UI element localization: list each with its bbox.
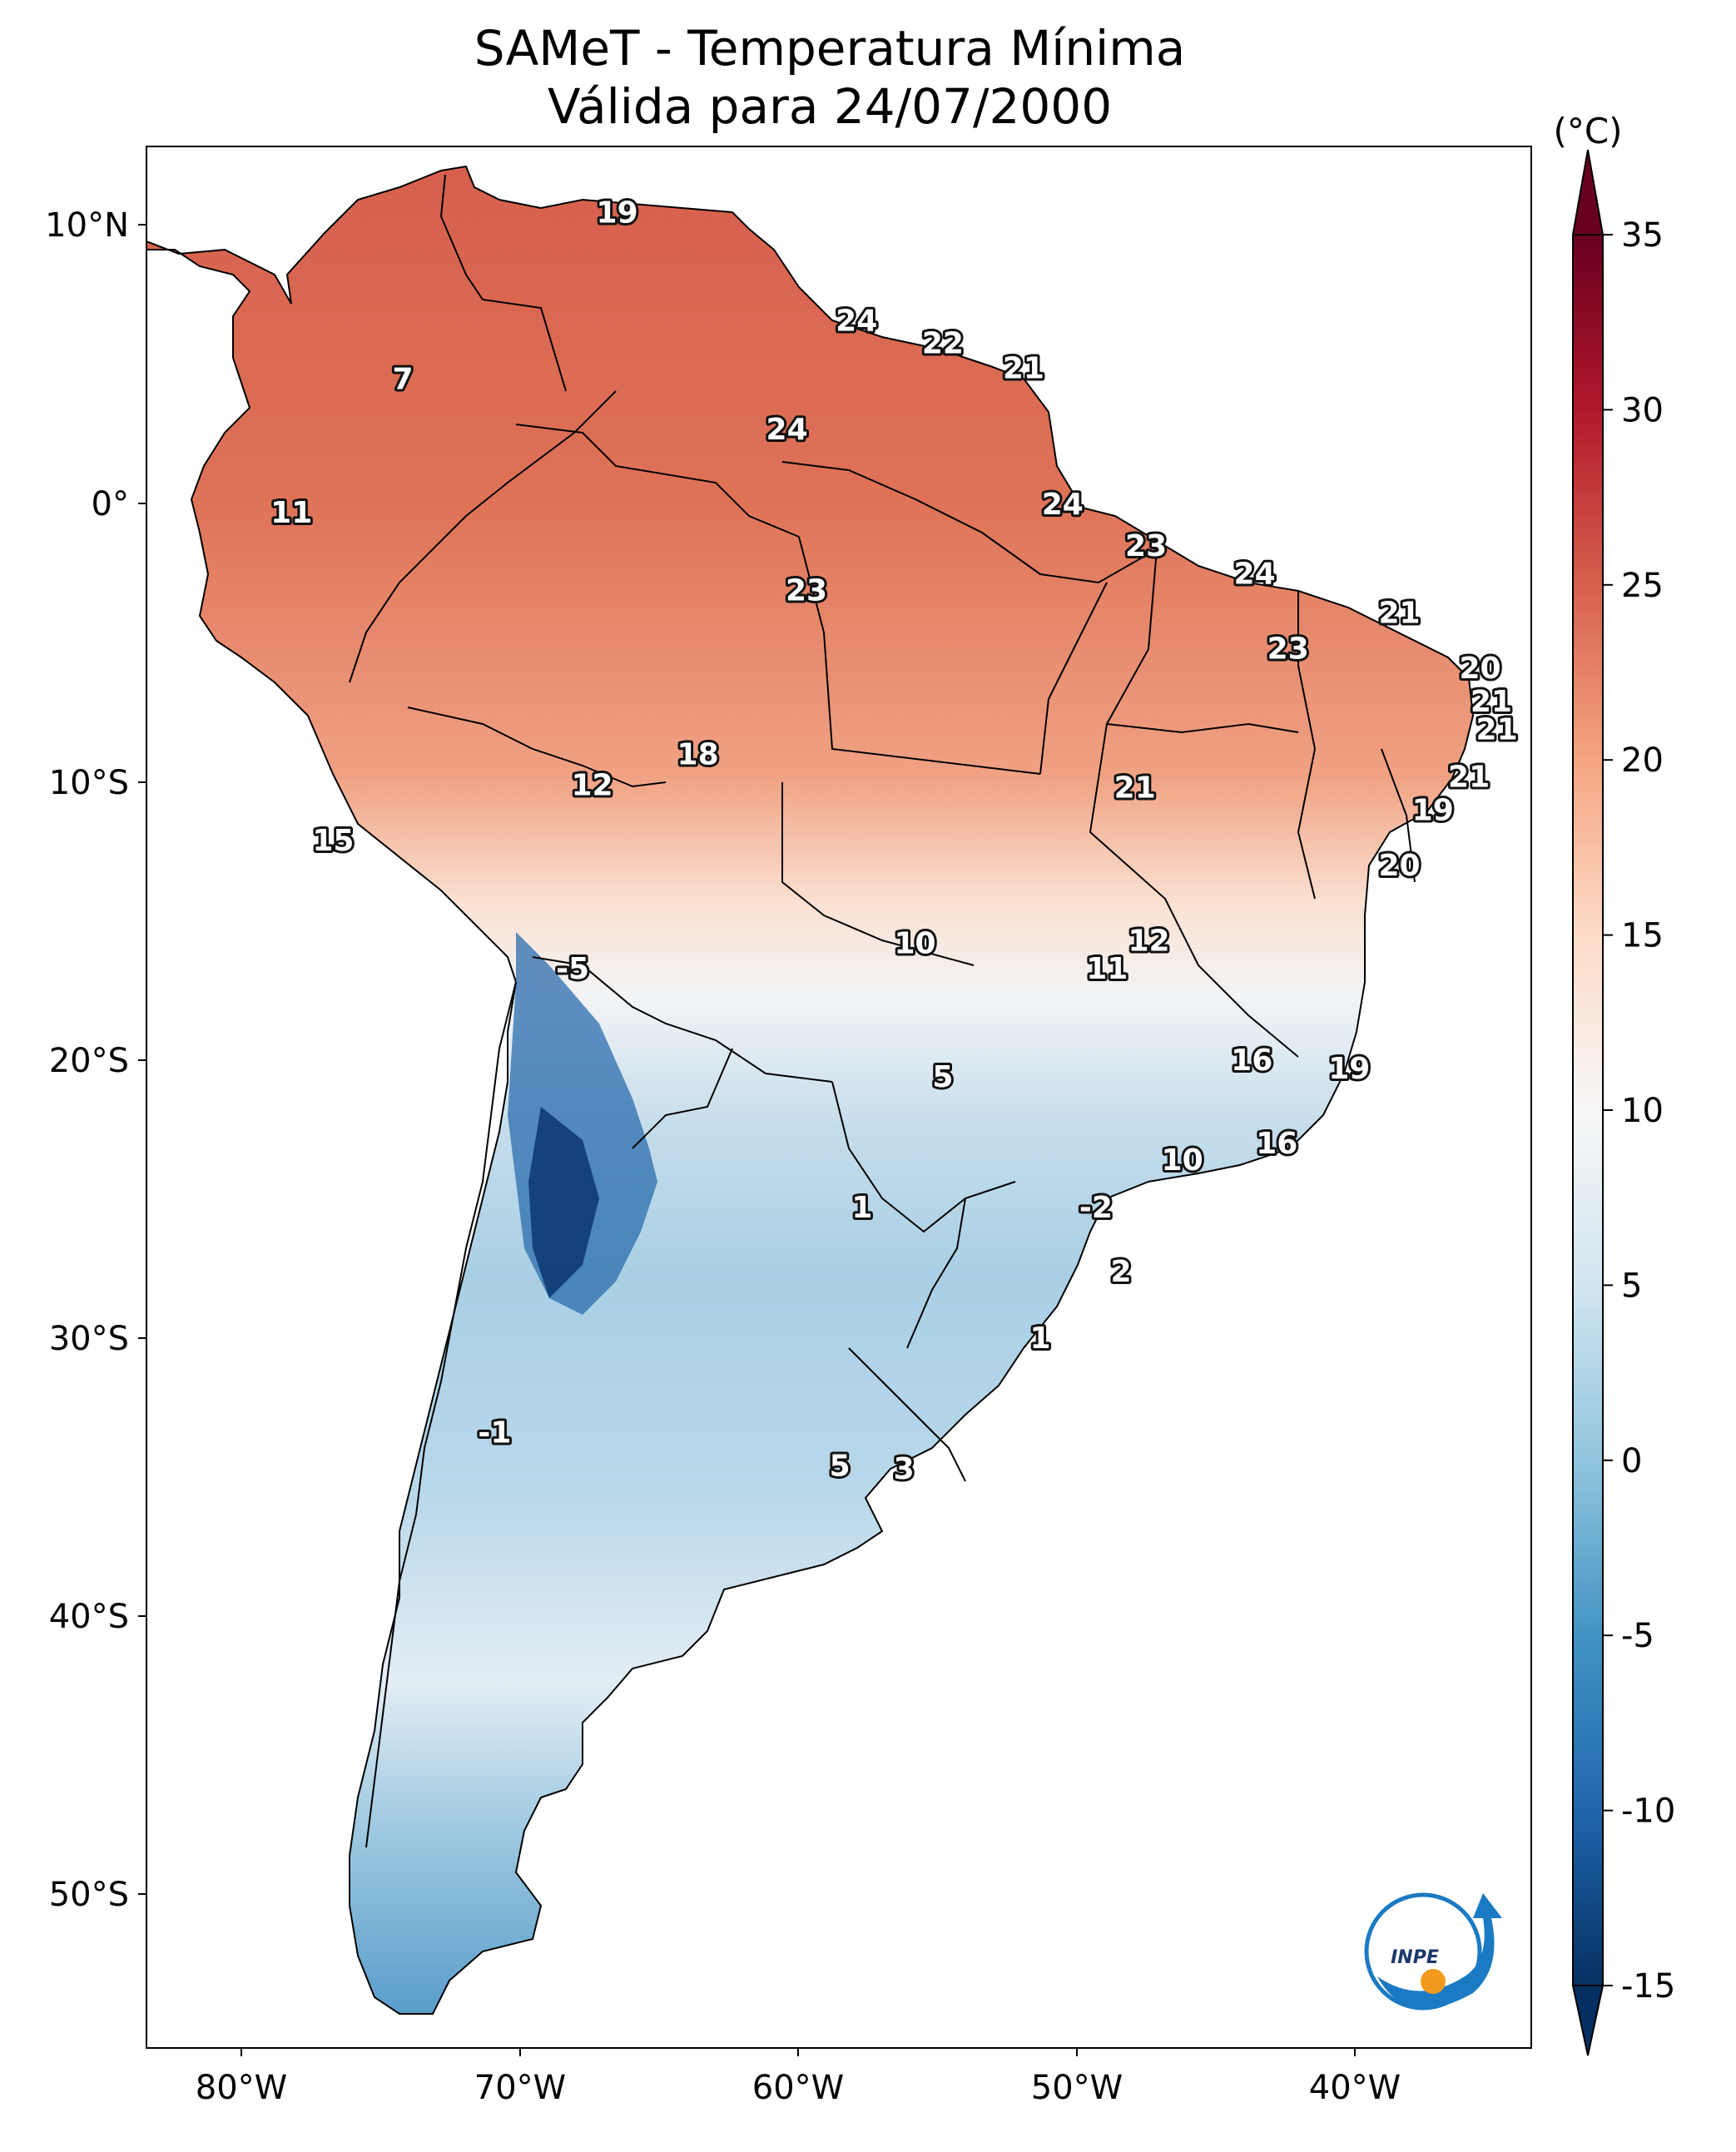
map-value-label: 21 — [1114, 771, 1156, 806]
map-value-label: 21 — [1476, 713, 1518, 747]
logo-dot — [1421, 1969, 1446, 1994]
map-value-label: 1 — [1029, 1321, 1050, 1356]
map-value-label: 16 — [1256, 1127, 1297, 1161]
map-value-label: 24 — [836, 305, 877, 339]
lon-tick-label: 60°W — [752, 2069, 844, 2107]
map-value-label: -2 — [1079, 1191, 1113, 1225]
map-value-label: 20 — [1459, 652, 1500, 686]
map-value-label: -5 — [556, 952, 589, 986]
lat-tick-label: 30°S — [49, 1320, 129, 1358]
colorbar: (°C) 35 30 25 20 15 10 5 0 -5 -10 -15 — [1553, 111, 1675, 2056]
logo-swoosh-arrow — [1377, 1893, 1502, 2009]
map-value-label: 12 — [1128, 924, 1169, 958]
south-america-landmass — [146, 165, 1475, 2015]
colorbar-scale — [1572, 234, 1604, 1986]
colorbar-tick-label: -10 — [1621, 1793, 1675, 1831]
map-value-label: 12 — [571, 768, 613, 802]
map-value-label: 10 — [1162, 1143, 1203, 1178]
boundaries — [349, 174, 1416, 1848]
map-value-label: 3 — [894, 1452, 915, 1486]
colorbar-under-arrow — [1571, 1985, 1605, 2056]
lat-tick-label: 50°S — [49, 1876, 129, 1914]
colorbar-over-arrow — [1571, 149, 1605, 236]
colorbar-tick-label: 35 — [1621, 216, 1664, 255]
map-value-label: 5 — [830, 1450, 851, 1484]
colorbar-tick-label: 5 — [1621, 1267, 1642, 1305]
map-value-label: 24 — [766, 413, 808, 447]
lon-tick-label: 40°W — [1309, 2069, 1401, 2107]
map-value-label: 22 — [922, 326, 964, 360]
andes-deep-cold-core — [528, 1107, 599, 1298]
map-value-label: 21 — [1471, 685, 1512, 719]
map-value-label: 16 — [1231, 1044, 1272, 1078]
map-value-label: 5 — [932, 1060, 953, 1094]
logo-text: INPE — [1391, 1947, 1439, 1968]
colorbar-tick-label: -5 — [1621, 1617, 1654, 1655]
longitude-axis: 80°W 70°W 60°W 50°W 40°W — [196, 2048, 1401, 2107]
colorbar-tick-label: 30 — [1621, 391, 1664, 429]
lat-tick-label: 10°S — [49, 764, 129, 802]
map-value-label: 23 — [1267, 632, 1309, 667]
title-line-1: SAMeT - Temperatura Mínima — [474, 20, 1186, 77]
map-value-label: 19 — [597, 196, 638, 230]
map-value-label: 7 — [392, 363, 413, 397]
map-value-label: 10 — [894, 927, 935, 961]
latitude-axis: 10°N 0° 10°S 20°S 30°S 40°S 50°S — [45, 206, 146, 1914]
map-frame — [146, 146, 1532, 2049]
map-value-label: 1 — [851, 1191, 872, 1225]
colorbar-tick-label: 0 — [1621, 1442, 1642, 1480]
inpe-logo: INPE — [1364, 1892, 1502, 2011]
lat-tick-label: 0° — [92, 485, 129, 523]
lat-tick-label: 20°S — [49, 1042, 129, 1080]
map-value-label: 21 — [1448, 760, 1490, 794]
map-value-label: 11 — [1086, 952, 1128, 986]
lat-tick-label: 40°S — [49, 1598, 129, 1636]
lat-tick-label: 10°N — [45, 206, 129, 245]
map-value-label: 24 — [1042, 488, 1084, 522]
map-value-label: 18 — [677, 738, 719, 772]
colorbar-tick-label: 10 — [1621, 1092, 1664, 1130]
colorbar-tick-label: 20 — [1621, 741, 1664, 780]
lon-tick-label: 70°W — [474, 2069, 566, 2107]
map-value-label: 23 — [786, 574, 827, 608]
map-value-label: 15 — [312, 824, 354, 858]
colorbar-ticks: 35 30 25 20 15 10 5 0 -5 -10 -15 — [1603, 216, 1675, 2006]
map-value-label: 19 — [1328, 1052, 1370, 1086]
colorbar-tick-label: -15 — [1621, 1967, 1675, 2006]
lon-tick-label: 50°W — [1031, 2069, 1123, 2107]
map-value-label: 2 — [1110, 1255, 1131, 1289]
map-value-label: -1 — [478, 1416, 511, 1450]
map-value-label: 21 — [1378, 596, 1420, 630]
map-value-label: 11 — [270, 496, 312, 530]
map-value-label: 24 — [1234, 558, 1276, 592]
colorbar-tick-label: 15 — [1621, 917, 1664, 955]
map-value-label: 23 — [1125, 529, 1167, 563]
map-value-label: 21 — [1003, 351, 1044, 385]
colorbar-unit-label: (°C) — [1553, 111, 1622, 151]
lon-tick-label: 80°W — [196, 2069, 287, 2107]
title-line-2: Válida para 24/07/2000 — [548, 78, 1112, 135]
map-value-label: 20 — [1378, 849, 1420, 883]
colorbar-tick-label: 25 — [1621, 567, 1664, 605]
map-value-label: 19 — [1412, 793, 1454, 827]
